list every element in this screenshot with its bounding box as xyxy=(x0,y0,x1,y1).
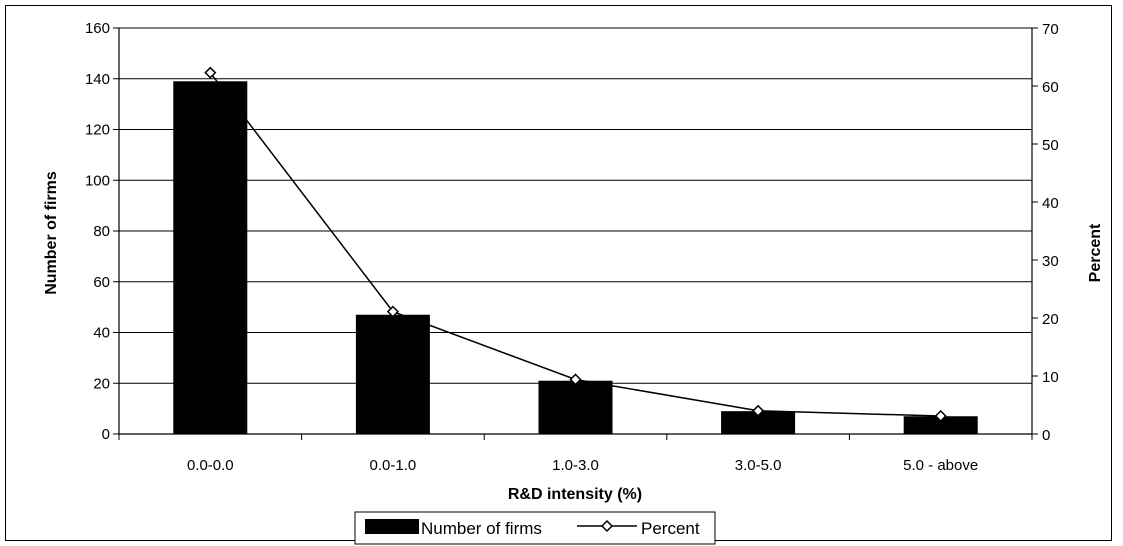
y-tick-label-right: 30 xyxy=(1042,253,1059,270)
y-tick-label-right: 40 xyxy=(1042,195,1059,212)
bar-0.0-0.0 xyxy=(173,81,248,434)
bar-1.0-3.0 xyxy=(538,380,613,434)
percent-marker-0.0-1.0 xyxy=(386,305,399,318)
bar-3.0-5.0 xyxy=(721,411,796,434)
y-axis-title: Number of firms xyxy=(43,171,60,295)
gridlines xyxy=(119,27,1032,384)
bars xyxy=(173,81,978,434)
y-tick-label-right: 60 xyxy=(1042,79,1059,96)
y-tick-label-left: 60 xyxy=(93,274,110,291)
y-tick-label-left: 80 xyxy=(93,223,110,240)
legend: Number of firms Percent xyxy=(354,511,716,545)
y-tick-label-right: 10 xyxy=(1042,369,1059,386)
axes xyxy=(113,27,1038,440)
percent-marker-0.0-0.0 xyxy=(204,66,217,79)
y-tick-label-left: 100 xyxy=(85,172,110,189)
percent-marker-1.0-3.0 xyxy=(569,373,582,386)
y-tick-label-left: 160 xyxy=(85,20,110,37)
y-tick-label-left: 140 xyxy=(85,71,110,88)
percent-line xyxy=(209,72,941,417)
y-tick-label-left: 20 xyxy=(93,375,110,392)
y-tick-label-left: 120 xyxy=(85,122,110,139)
x-tick-label: 5.0 - above xyxy=(903,457,978,474)
y-tick-label-right: 0 xyxy=(1042,427,1050,444)
y-axis-right-title: Percent xyxy=(1087,223,1104,282)
legend-bar-swatch xyxy=(365,519,419,534)
tick-labels: 0 20 40 60 80 100 120 140 160 0 10 20 30 40 50 60 70 0.0-… xyxy=(85,20,1059,474)
legend-bar-label: Number of firms xyxy=(421,519,542,538)
bar-0.0-1.0 xyxy=(355,314,430,434)
percent-marker-5.0 - above xyxy=(934,409,947,423)
y-tick-label-right: 20 xyxy=(1042,311,1059,328)
percent-line-series xyxy=(204,66,947,423)
y-tick-label-left: 40 xyxy=(93,325,110,342)
legend-diamond-marker xyxy=(600,519,614,533)
bar-5.0 - above xyxy=(903,416,978,434)
y-tick-label-right: 50 xyxy=(1042,137,1059,154)
x-tick-label: 1.0-3.0 xyxy=(552,457,599,474)
percent-marker-3.0-5.0 xyxy=(752,404,765,417)
x-tick-label: 0.0-1.0 xyxy=(370,457,417,474)
x-tick-label: 0.0-0.0 xyxy=(187,457,234,474)
legend-line-label: Percent xyxy=(641,519,700,538)
y-tick-label-left: 0 xyxy=(102,426,110,443)
x-tick-label: 3.0-5.0 xyxy=(735,457,782,474)
y-tick-label-right: 70 xyxy=(1042,21,1059,38)
x-axis-title: R&D intensity (%) xyxy=(508,486,642,503)
